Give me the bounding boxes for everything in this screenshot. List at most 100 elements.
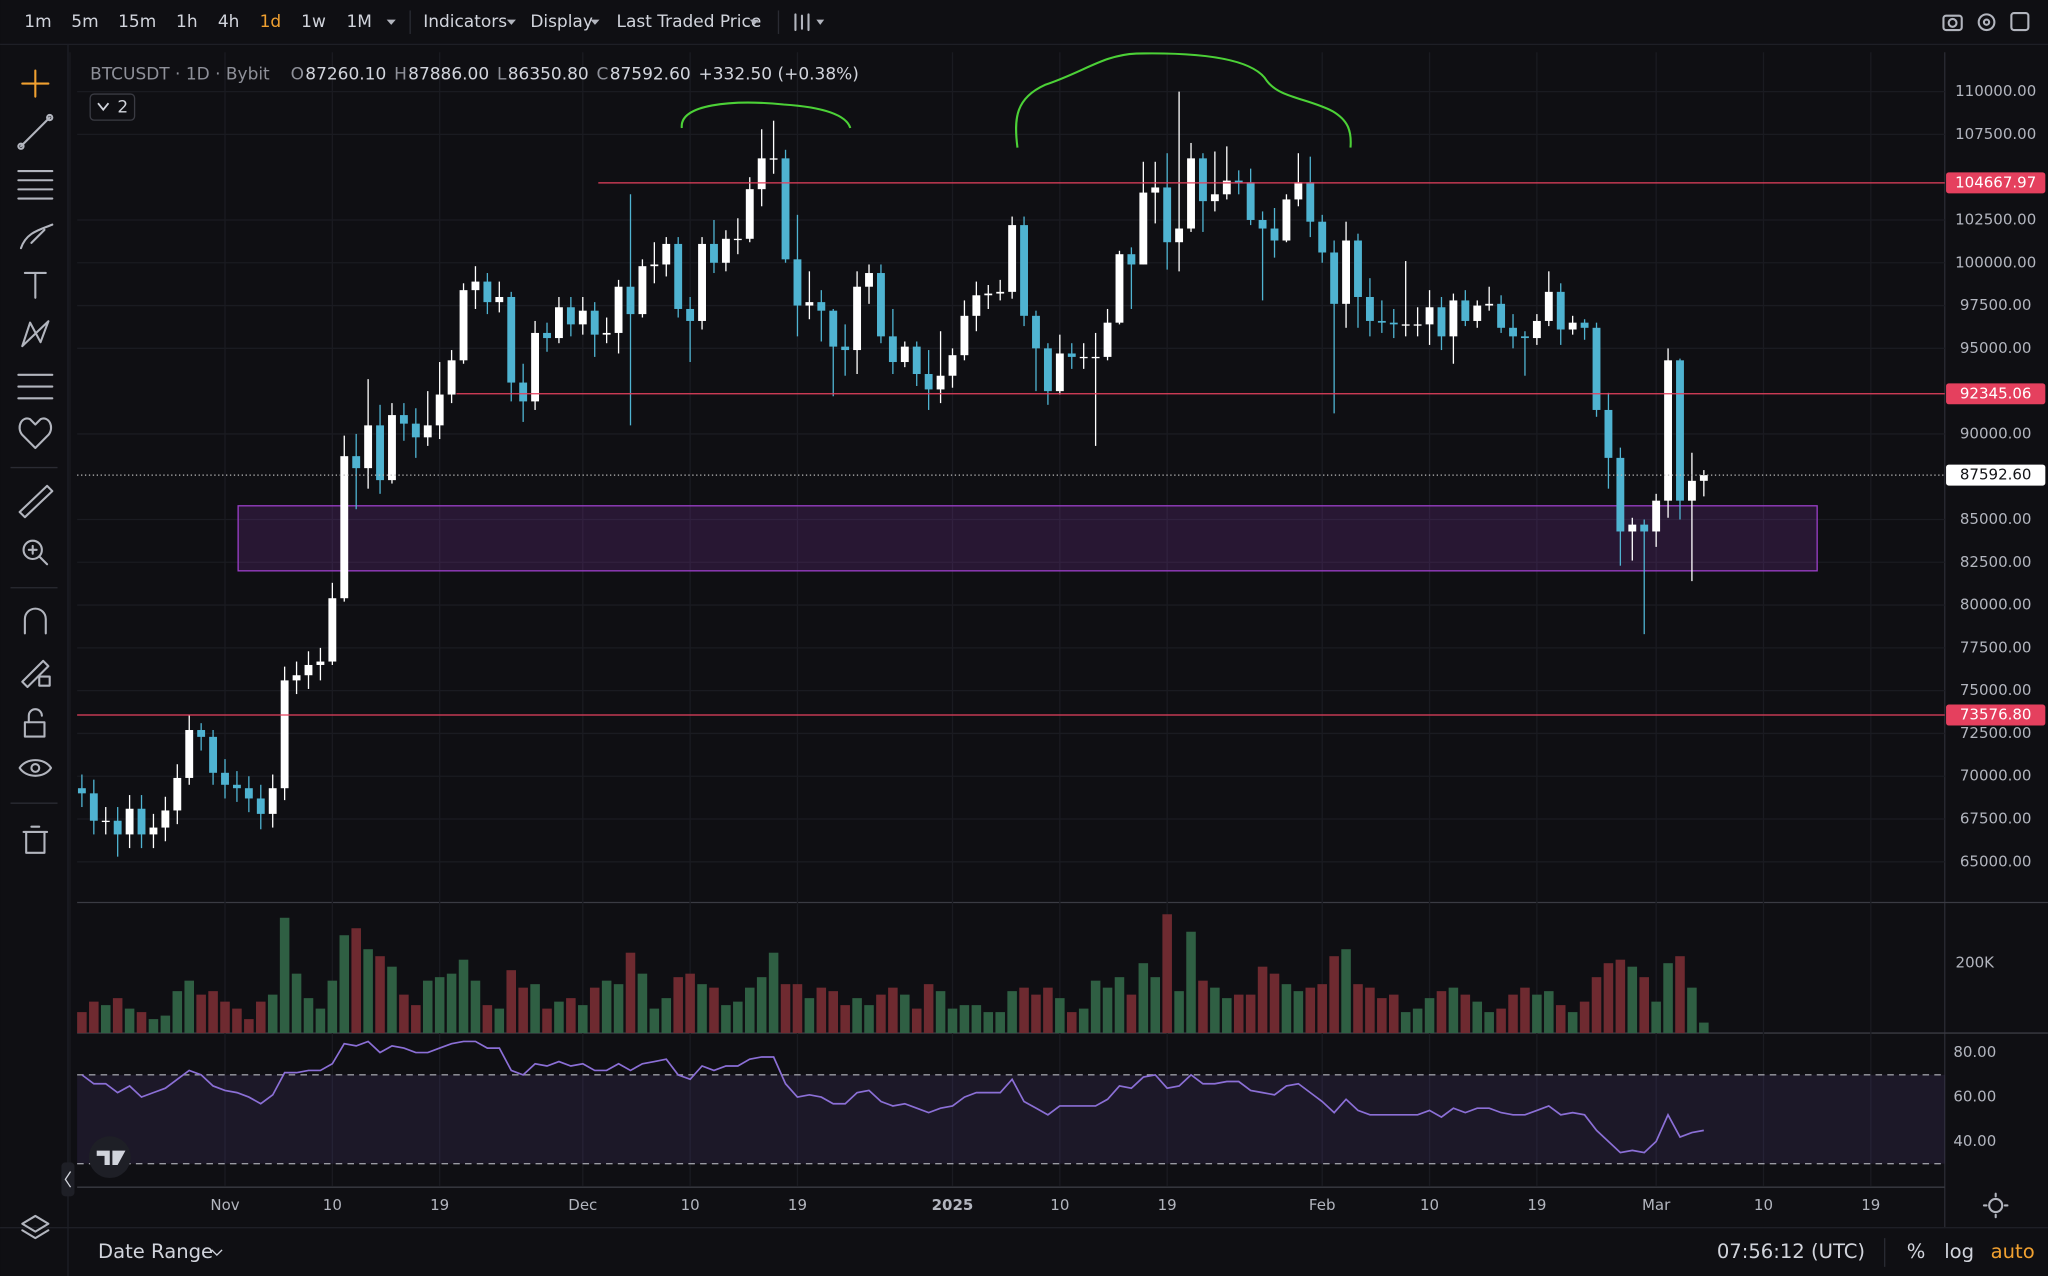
hand-drawn-curve: [1015, 52, 1352, 148]
interval-dropdown[interactable]: [386, 19, 396, 25]
scale-toggle[interactable]: log: [1944, 1240, 1974, 1263]
candle-body: [495, 296, 504, 303]
volume-bar: [1078, 1008, 1089, 1034]
volume-bar: [971, 1005, 982, 1034]
indicator-toggle[interactable]: [89, 93, 136, 121]
date-range-button[interactable]: Date Range: [98, 1240, 213, 1263]
volume-bar: [1043, 987, 1053, 1034]
interval-button[interactable]: 1d: [260, 12, 282, 32]
volume-bar: [744, 987, 755, 1034]
brush-tool[interactable]: [19, 223, 54, 250]
settings-button[interactable]: [1977, 13, 1996, 32]
candle-body: [483, 281, 492, 303]
y-tick-label: 77500.00: [1960, 638, 2032, 656]
trend-line-tool[interactable]: [17, 113, 54, 150]
candle-body: [1616, 457, 1625, 532]
ohlc-value: 87260.10: [305, 64, 386, 84]
volume-bar: [756, 977, 767, 1034]
interval-button[interactable]: 5m: [71, 12, 98, 32]
crosshair-tool[interactable]: [21, 69, 50, 98]
candle-body: [936, 375, 945, 390]
candle-body: [614, 286, 623, 333]
interval-button[interactable]: 1h: [176, 12, 198, 32]
candle-body: [960, 315, 969, 356]
candle-body: [972, 295, 981, 316]
candle-body: [1604, 409, 1613, 458]
candle-body: [1020, 225, 1028, 316]
object-tree[interactable]: [21, 1214, 50, 1240]
candle-body: [1425, 307, 1434, 325]
prediction-tool[interactable]: [17, 373, 54, 400]
volume-bar: [1222, 998, 1232, 1034]
interval-button[interactable]: 1M: [347, 12, 372, 32]
volume-bar: [1138, 963, 1149, 1034]
menu-button[interactable]: Display: [530, 12, 593, 32]
scale-toggle[interactable]: %: [1907, 1240, 1926, 1263]
drawing-toolbar: [10, 69, 58, 1240]
menu-button[interactable]: Indicators: [423, 12, 507, 32]
candle-body: [209, 736, 218, 773]
volume-bar: [1007, 991, 1017, 1034]
candle-body: [1580, 322, 1589, 328]
candle-body: [1222, 180, 1231, 195]
menu-button[interactable]: Last Traded Price: [617, 12, 762, 32]
y-tick-label: 65000.00: [1960, 852, 2032, 870]
volume-bar: [1603, 963, 1614, 1034]
candle-body: [1342, 240, 1351, 304]
interval-button[interactable]: 1m: [24, 12, 51, 32]
y-tick-label: 100000.00: [1955, 253, 2036, 271]
pattern-tool[interactable]: [21, 320, 50, 348]
volume-bar: [911, 1008, 922, 1034]
candle-body: [221, 772, 229, 785]
remove-tool[interactable]: [22, 825, 49, 854]
candle-body: [1389, 322, 1398, 325]
logo[interactable]: [88, 1136, 131, 1179]
volume-bar: [721, 1005, 731, 1034]
volume-bar: [1019, 987, 1029, 1034]
volume-bar: [434, 977, 445, 1034]
zoom-tool[interactable]: [22, 539, 49, 566]
volume-bar: [89, 1001, 99, 1034]
volume-bar: [1353, 984, 1363, 1034]
axis-settings[interactable]: [1982, 1192, 2009, 1219]
volume-bar: [1400, 1012, 1411, 1034]
interval-button[interactable]: 1w: [301, 12, 326, 32]
ohlc-key: C: [597, 64, 609, 84]
candle-body: [173, 777, 182, 811]
x-tick-label: 10: [681, 1196, 700, 1214]
volume-bar: [1341, 949, 1351, 1034]
magnet-tool[interactable]: [23, 607, 47, 635]
dropdown-arrow: [749, 19, 759, 25]
scroll-handle[interactable]: [61, 1162, 75, 1197]
volume-bar: [1591, 977, 1602, 1034]
chart-style-button[interactable]: [794, 13, 825, 32]
snapshot-button[interactable]: [1942, 14, 1963, 32]
fib-tool[interactable]: [17, 170, 54, 200]
volume-bar: [637, 973, 648, 1034]
interval-button[interactable]: 15m: [118, 12, 156, 32]
text-tool[interactable]: [23, 271, 47, 299]
volume-bar: [327, 980, 338, 1034]
y-tick-label: 70000.00: [1960, 767, 2032, 785]
fullscreen-button[interactable]: [2010, 12, 2030, 32]
measure-tool[interactable]: [18, 484, 54, 519]
overlay: [680, 52, 1352, 148]
candle-body: [1699, 475, 1708, 481]
volume-bar: [267, 994, 278, 1034]
candle-body: [113, 820, 122, 835]
candle-body: [1401, 324, 1410, 326]
volume-bar: [458, 959, 469, 1034]
x-tick-label: Mar: [1642, 1196, 1671, 1214]
favorites[interactable]: [18, 417, 53, 450]
hide-tool[interactable]: [18, 759, 53, 777]
volume-bar: [291, 973, 302, 1034]
scale-toggle[interactable]: auto: [1991, 1240, 2035, 1263]
interval-button[interactable]: 4h: [218, 12, 240, 32]
volume-bar: [1162, 914, 1172, 1034]
volume-bar: [148, 1019, 159, 1034]
candle-body: [388, 415, 396, 481]
candle-body: [626, 286, 635, 315]
lock-tool[interactable]: [23, 708, 46, 738]
candle-body: [1640, 524, 1649, 532]
lock-drawing-tool[interactable]: [21, 659, 51, 689]
